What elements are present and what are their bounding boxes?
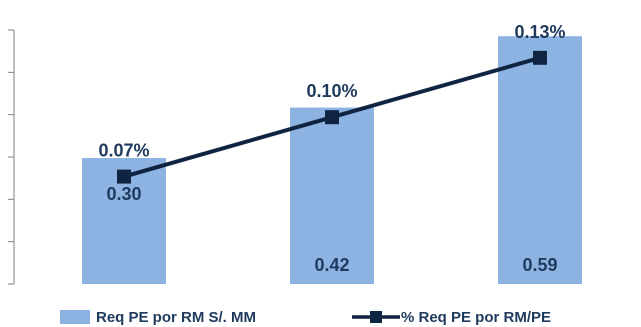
line-value-label: 0.13%	[514, 22, 565, 42]
line-marker	[117, 169, 131, 184]
legend-swatch-marker	[370, 311, 382, 323]
line-marker	[325, 110, 339, 125]
legend-swatch-bars	[60, 310, 90, 324]
line-marker	[533, 50, 547, 65]
line-value-label: 0.07%	[98, 141, 149, 161]
bar-value-label: 0.59	[522, 255, 557, 275]
legend-label-line: % Req PE por RM/PE	[401, 309, 551, 326]
line-value-label: 0.10%	[306, 81, 357, 101]
legend: Req PE por RM S/. MM % Req PE por RM/PE	[60, 309, 551, 326]
bar-value-label: 0.30	[106, 184, 141, 204]
bar	[290, 107, 374, 284]
y-axis	[8, 29, 15, 285]
bar-series: 0.30 0.42 0.59	[82, 36, 582, 285]
bar-value-label: 0.42	[314, 255, 349, 275]
bar	[498, 36, 582, 285]
legend-label-bars: Req PE por RM S/. MM	[96, 309, 256, 326]
line-series: 0.07% 0.10% 0.13%	[98, 22, 566, 184]
